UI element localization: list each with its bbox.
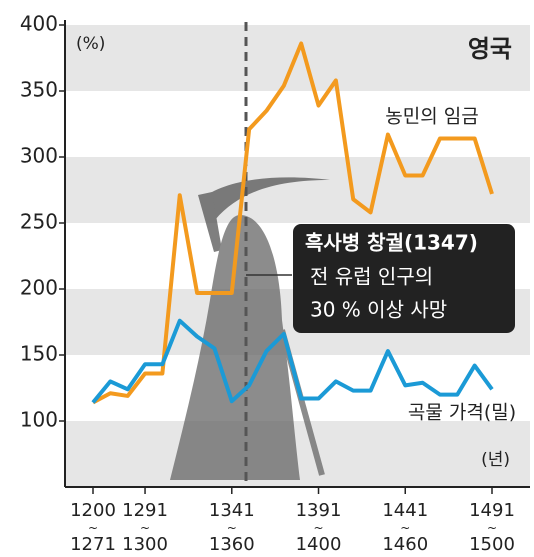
y-tick-label: 150 — [20, 342, 58, 366]
x-tick-label: 1441~1460 — [382, 500, 428, 555]
y-tick-label: 200 — [20, 276, 58, 300]
chart: 100 150 200 250 300 350 400 1200~12711291~1300 1… — [0, 0, 534, 557]
x-tick-label: 1391~1400 — [296, 500, 342, 555]
annotation-text: 30 % 이상 사망 — [310, 298, 447, 322]
x-tick-label: 1200~1271 — [70, 500, 116, 555]
y-tick-label: 300 — [20, 144, 58, 168]
annotation-text: 전 유럽 인구의 — [310, 265, 433, 289]
y-tick-label: 250 — [20, 210, 58, 234]
x-axis-unit: (년) — [481, 450, 510, 470]
legend-label: 농민의 임금 — [385, 106, 478, 128]
y-tick-label: 100 — [20, 408, 58, 432]
y-axis-unit: (%) — [76, 34, 105, 54]
chart-title: 영국 — [468, 35, 512, 63]
y-tick-label: 400 — [20, 12, 58, 36]
grid-band — [65, 157, 530, 223]
legend-label: 곡물 가격(밀) — [408, 402, 516, 424]
annotation-title: 흑사병 창궐(1347) — [305, 231, 478, 255]
x-tick-label: 1341~1360 — [209, 500, 255, 555]
grid-band — [65, 25, 530, 91]
y-tick-label: 350 — [20, 78, 58, 102]
x-tick-label: 1291~1300 — [122, 500, 168, 555]
x-tick-label: 1491~1500 — [469, 500, 515, 555]
